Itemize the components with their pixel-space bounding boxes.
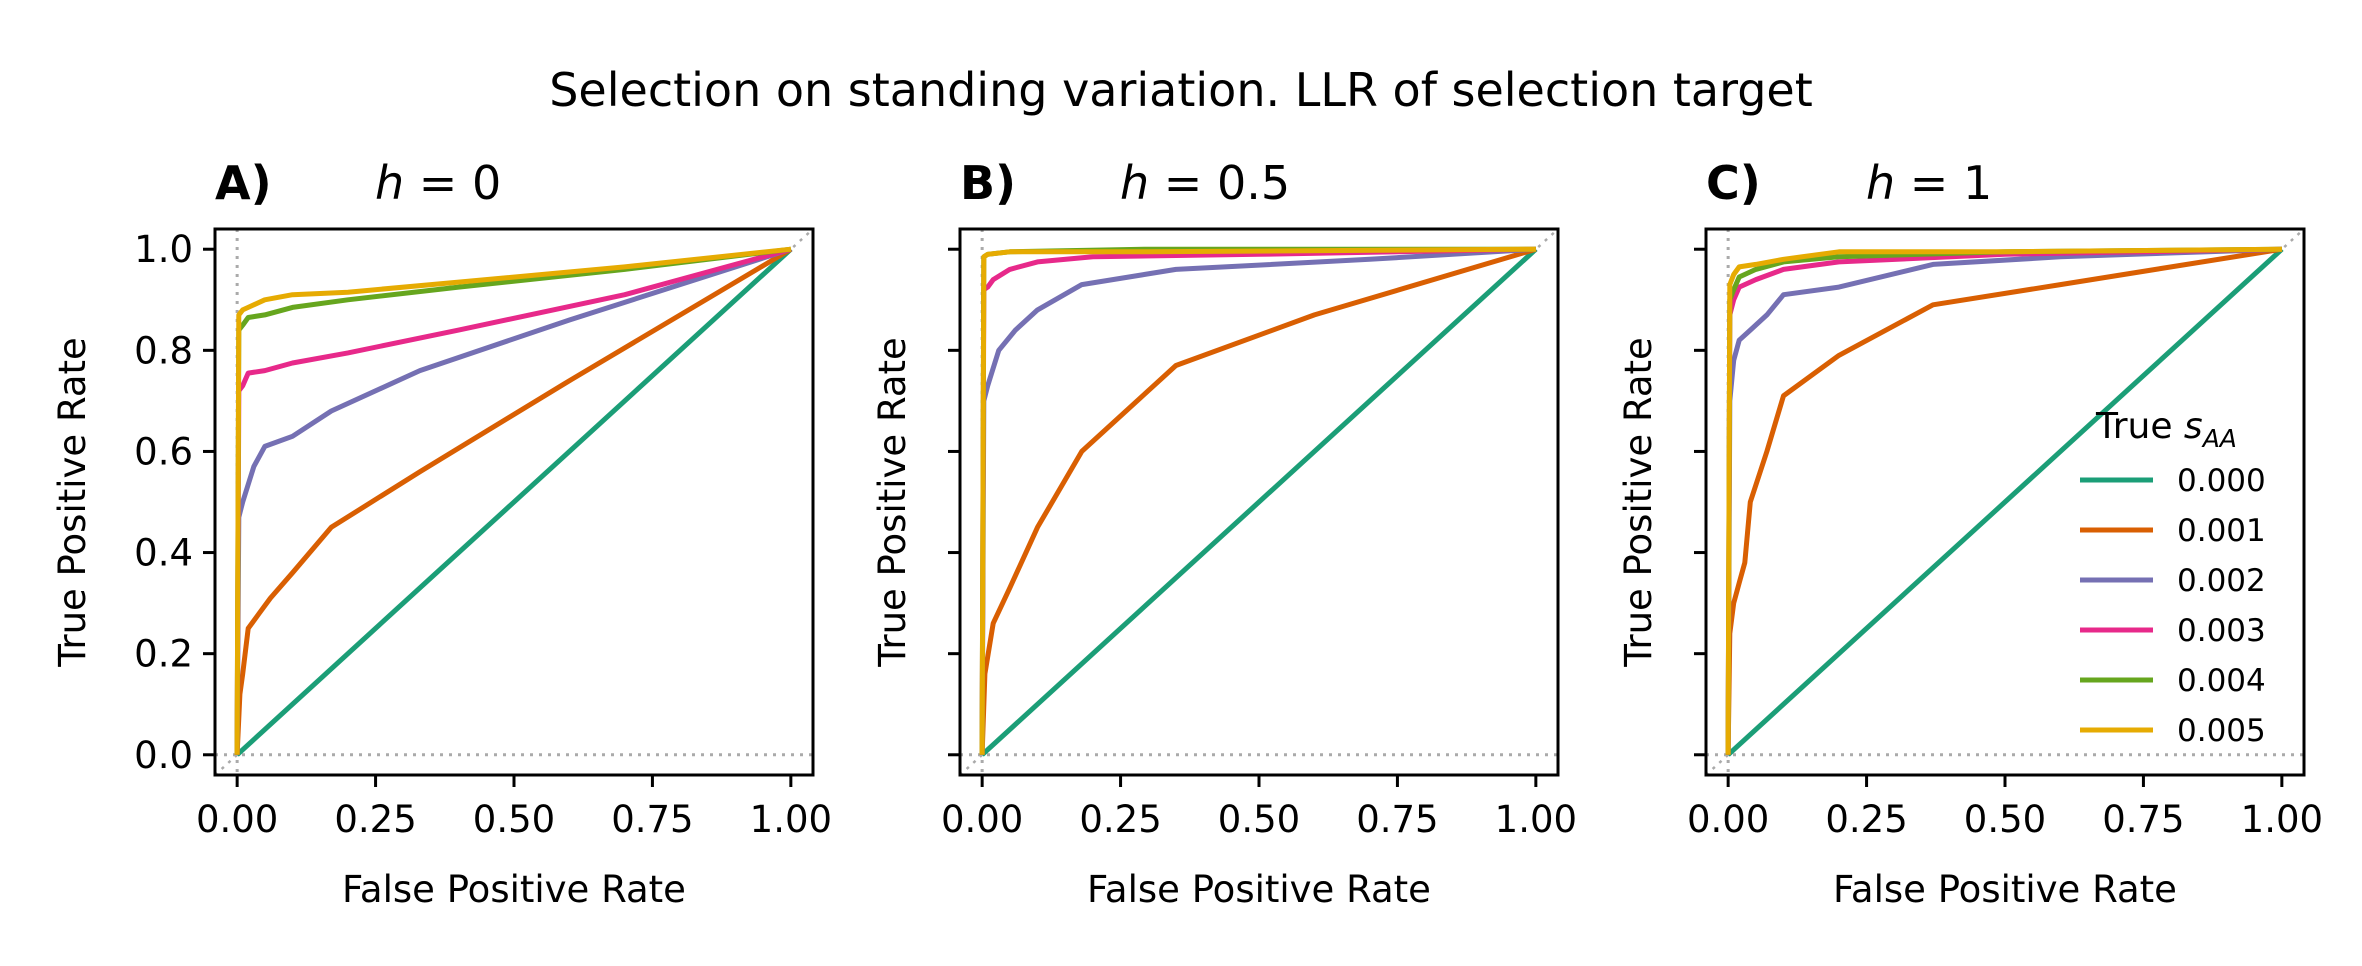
- x-tick-label: 0.50: [1964, 798, 2046, 841]
- panel-3: 0.00 0.25 0.50 0.75 1.00 False Positive Rate T…: [1617, 156, 2323, 911]
- panel-2: 0.00 0.25 0.50 0.75 1.00 False Positive Rate T…: [871, 156, 1577, 911]
- legend: True sAA 0.000 0.001 0.002 0.003 0.004 0.005: [2080, 406, 2266, 749]
- panel-letter: C): [1706, 156, 1761, 210]
- x-tick-label: 1.00: [1495, 798, 1577, 841]
- y-tick-label: 0.2: [134, 633, 193, 676]
- y-tick-label: 0.0: [134, 734, 193, 777]
- y-axis-label: True Positive Rate: [51, 337, 94, 668]
- x-axis-label: False Positive Rate: [1833, 868, 2177, 911]
- series-line-0.001: [979, 246, 1537, 755]
- legend-entry-label: 0.000: [2177, 463, 2266, 499]
- x-tick-label: 0.75: [611, 798, 693, 841]
- legend-entry-label: 0.005: [2177, 713, 2266, 749]
- y-axis-label: True Positive Rate: [871, 337, 914, 668]
- series-line-0.002: [234, 246, 792, 755]
- panel-1: 0.00 0.25 0.50 0.75 1.00 0.0 0.2 0.4 0.6 0.8 1.0 Fa…: [51, 156, 832, 911]
- series-line-0.002: [1725, 246, 2282, 755]
- legend-entry-label: 0.001: [2177, 513, 2266, 549]
- series-line-0.005: [1725, 246, 2282, 755]
- x-tick-label: 0.50: [473, 798, 555, 841]
- legend-entry-label: 0.002: [2177, 563, 2266, 599]
- y-tick-label: 0.6: [134, 430, 193, 473]
- panel-title: h = 0: [375, 156, 501, 210]
- x-tick-label: 1.00: [2241, 798, 2323, 841]
- panels: 0.00 0.25 0.50 0.75 1.00 0.0 0.2 0.4 0.6 0.8 1.0 Fa…: [51, 156, 2323, 911]
- series-line-0.000: [235, 247, 793, 757]
- panel-letter: A): [215, 156, 272, 210]
- series-line-0.000: [980, 247, 1538, 757]
- legend-entry-label: 0.003: [2177, 613, 2266, 649]
- y-axis-label: True Positive Rate: [1617, 337, 1660, 668]
- x-tick-label: 1.00: [750, 798, 832, 841]
- legend-title: True sAA: [2095, 406, 2237, 453]
- figure-title: Selection on standing variation. LLR of …: [549, 63, 1813, 117]
- x-tick-label: 0.25: [1079, 798, 1161, 841]
- panel-title: h = 0.5: [1120, 156, 1290, 210]
- x-tick-label: 0.50: [1218, 798, 1300, 841]
- x-axis-label: False Positive Rate: [1087, 868, 1431, 911]
- series-line-0.001: [234, 247, 793, 755]
- x-axis-label: False Positive Rate: [342, 868, 686, 911]
- x-tick-label: 0.00: [941, 798, 1023, 841]
- x-tick-label: 0.00: [1687, 798, 1769, 841]
- series-line-0.005: [979, 246, 1536, 755]
- y-tick-label: 0.8: [134, 329, 193, 372]
- x-tick-label: 0.25: [334, 798, 416, 841]
- series-line-0.005: [234, 246, 792, 755]
- x-tick-label: 0.25: [1825, 798, 1907, 841]
- y-tick-label: 1.0: [134, 228, 193, 271]
- series-line-0.000: [1726, 247, 2284, 757]
- x-tick-label: 0.75: [2102, 798, 2184, 841]
- legend-entry-label: 0.004: [2177, 663, 2266, 699]
- panel-title: h = 1: [1866, 156, 1992, 210]
- series-line-0.001: [1725, 246, 2283, 755]
- x-tick-label: 0.00: [196, 798, 278, 841]
- y-tick-label: 0.4: [134, 532, 193, 575]
- panel-letter: B): [960, 156, 1016, 210]
- x-tick-label: 0.75: [1356, 798, 1438, 841]
